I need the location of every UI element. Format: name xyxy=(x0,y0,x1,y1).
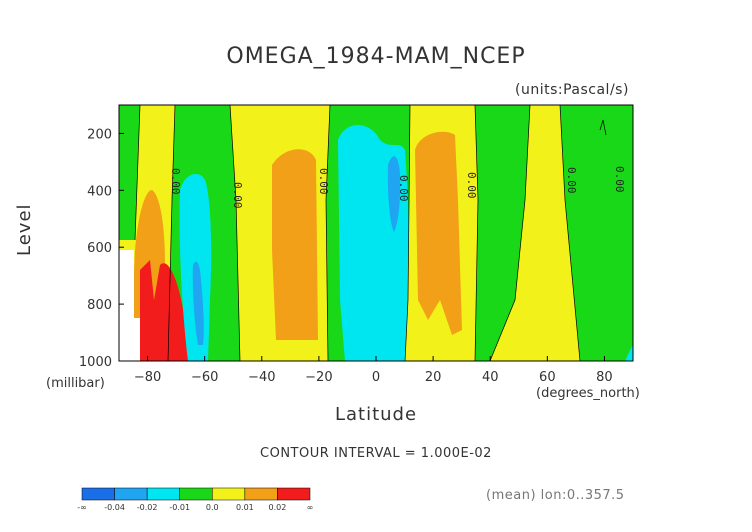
x-axis-ticks: −80 −60 −40 −20 0 20 40 60 80 xyxy=(134,356,613,385)
contour-line xyxy=(474,105,479,361)
contour-label: 0.00 xyxy=(231,182,244,209)
contour-label: 0.00 xyxy=(565,167,578,194)
colorbar-label: 0.02 xyxy=(269,503,287,512)
colorbar-swatch xyxy=(81,487,115,501)
fill-yellow-far-right xyxy=(490,105,580,361)
colorbar-label: -0.01 xyxy=(169,503,190,512)
y-axis-label: Level xyxy=(14,203,35,256)
fill-blue-left xyxy=(192,261,204,345)
colorbar: -∞ -0.04 -0.02 -0.01 0.0 0.01 0.02 ∞ xyxy=(77,487,314,512)
colorbar-label: -0.04 xyxy=(104,503,125,512)
contour-line xyxy=(404,105,411,361)
y-tick-label: 400 xyxy=(87,184,112,199)
colorbar-swatch xyxy=(277,487,311,501)
fill-blue-center xyxy=(387,156,401,232)
fill-orange-center xyxy=(272,149,318,340)
y-tick-label: 200 xyxy=(87,127,112,142)
x-tick-label: −40 xyxy=(248,370,275,385)
contour-label: 0.00 xyxy=(169,168,182,195)
colorbar-swatch xyxy=(146,487,180,501)
x-tick-label: 80 xyxy=(596,370,613,385)
y-tick-label: 1000 xyxy=(79,355,112,370)
contour-fills xyxy=(119,105,633,361)
x-tick-label: −60 xyxy=(191,370,218,385)
contour-label: 0.00 xyxy=(397,175,410,202)
colorbar-swatch xyxy=(212,487,246,501)
contour-lines xyxy=(134,105,607,361)
y-tick-label: 600 xyxy=(87,241,112,256)
contour-line xyxy=(325,105,331,361)
contour-line xyxy=(599,119,607,136)
fill-missing xyxy=(119,250,140,361)
colorbar-swatch xyxy=(114,487,148,501)
contour-line xyxy=(559,105,581,361)
contour-labels: 0.00 0.00 0.00 0.00 0.00 0.00 0.00 xyxy=(169,166,626,209)
contour-label: 0.00 xyxy=(465,172,478,199)
x-tick-label: −80 xyxy=(134,370,161,385)
mean-range-text: (mean) lon:0..357.5 xyxy=(486,488,625,503)
colorbar-swatch xyxy=(244,487,278,501)
colorbar-label: ∞ xyxy=(307,503,314,512)
fill-red-left xyxy=(140,260,195,361)
units-note: (units:Pascal/s) xyxy=(515,82,629,98)
colorbar-swatch xyxy=(179,487,213,501)
x-tick-label: 40 xyxy=(482,370,499,385)
x-tick-label: 0 xyxy=(372,370,380,385)
fill-orange-right xyxy=(415,131,462,335)
contour-line xyxy=(229,105,241,361)
contour-label: 0.00 xyxy=(317,168,330,195)
contour-line xyxy=(489,105,531,361)
x-axis-units: (degrees_north) xyxy=(536,386,640,401)
contour-line xyxy=(134,105,141,241)
chart-title: OMEGA_1984-MAM_NCEP xyxy=(226,44,526,69)
colorbar-label: 0.01 xyxy=(236,503,254,512)
fill-cyan-center xyxy=(338,125,410,361)
y-axis-units: (millibar) xyxy=(46,376,105,391)
y-axis-ticks: 200 400 600 800 1000 xyxy=(79,127,124,370)
fill-cyan-corner xyxy=(625,344,633,361)
contour-interval-text: CONTOUR INTERVAL = 1.000E-02 xyxy=(260,446,492,461)
colorbar-label: -∞ xyxy=(77,503,87,512)
colorbar-label: -0.02 xyxy=(137,503,158,512)
colorbar-label: 0.0 xyxy=(206,503,219,512)
contour-line xyxy=(167,105,176,361)
x-tick-label: 20 xyxy=(425,370,442,385)
x-tick-label: −20 xyxy=(305,370,332,385)
x-tick-label: 60 xyxy=(539,370,556,385)
y-tick-label: 800 xyxy=(87,298,112,313)
contour-label: 0.00 xyxy=(613,166,626,193)
x-axis-label: Latitude xyxy=(334,404,418,425)
